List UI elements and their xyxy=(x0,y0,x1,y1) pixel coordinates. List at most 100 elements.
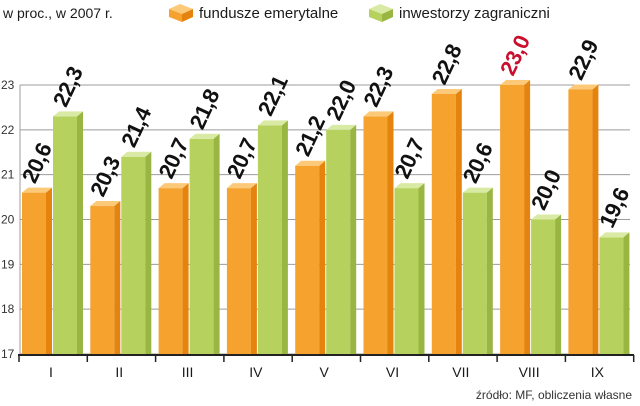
cube-side-face xyxy=(382,9,393,22)
cube-top-face xyxy=(369,4,393,14)
legend-label: fundusze emerytalne xyxy=(199,5,338,22)
bar-front-face xyxy=(462,192,487,354)
y-tick-label: 22 xyxy=(1,123,15,137)
data-label-fundusze-emerytalne-VIII: 23,0 xyxy=(495,31,535,79)
bar-inwestorzy-zagraniczni-VII xyxy=(462,187,493,354)
data-label-inwestorzy-zagraniczni-IX: 19,6 xyxy=(594,184,634,232)
x-category-label: V xyxy=(320,364,330,380)
cube-top-face xyxy=(169,4,193,14)
y-tick-label: 17 xyxy=(1,347,15,361)
bar-top-face xyxy=(568,84,599,90)
bar-inwestorzy-zagraniczni-VI xyxy=(394,183,425,354)
data-label-inwestorzy-zagraniczni-III: 21,8 xyxy=(184,85,224,133)
bar-front-face xyxy=(158,188,183,354)
data-label-fundusze-emerytalne-IX: 22,9 xyxy=(563,36,603,84)
x-category-label: VI xyxy=(386,364,399,380)
bar-fundusze-emerytalne-I xyxy=(22,187,52,354)
bar-top-face xyxy=(226,183,257,189)
bar-front-face xyxy=(257,125,282,354)
unit-label: w proc., w 2007 r. xyxy=(2,5,113,21)
y-axis-tick-labels: 17 18 19 20 21 22 23 xyxy=(1,78,15,361)
bar-fundusze-emerytalne-IX xyxy=(568,84,599,354)
legend: fundusze emerytalne inwestorzy zagranicz… xyxy=(169,4,550,22)
data-label-inwestorzy-zagraniczni-V: 22,0 xyxy=(321,76,361,124)
bar-inwestorzy-zagraniczni-IV xyxy=(257,120,288,354)
data-label-fundusze-emerytalne-V: 21,2 xyxy=(290,112,330,160)
bar-front-face xyxy=(394,188,419,354)
bar-inwestorzy-zagraniczni-IX xyxy=(599,232,630,354)
bar-top-face xyxy=(158,183,189,189)
bar-side-face xyxy=(455,88,462,354)
bar-side-face xyxy=(350,124,357,354)
bars xyxy=(22,80,630,354)
data-label-inwestorzy-zagraniczni-I: 22,3 xyxy=(48,63,88,111)
bar-side-face xyxy=(182,183,189,354)
bar-top-face xyxy=(599,232,630,238)
y-tick-label: 20 xyxy=(1,213,15,227)
bar-side-face xyxy=(114,201,121,354)
source-note: źródło: MF, obliczenia własne xyxy=(476,388,632,402)
bar-top-face xyxy=(121,151,152,157)
bar-side-face xyxy=(213,133,220,354)
orange-cube-icon xyxy=(169,4,193,22)
bar-inwestorzy-zagraniczni-I xyxy=(53,111,83,354)
bar-top-face xyxy=(326,124,357,130)
data-label-inwestorzy-zagraniczni-II: 21,4 xyxy=(116,102,156,151)
bar-fundusze-emerytalne-V xyxy=(295,160,326,354)
bar-top-face xyxy=(53,111,83,117)
legend-label: inwestorzy zagraniczni xyxy=(399,5,550,22)
bar-top-face xyxy=(22,187,52,193)
bar-front-face xyxy=(22,192,46,354)
bar-fundusze-emerytalne-IV xyxy=(226,183,257,354)
bar-side-face xyxy=(524,80,531,354)
bar-front-face xyxy=(326,129,351,354)
bar-front-face xyxy=(531,219,556,354)
cube-side-face xyxy=(182,9,193,22)
x-category-label: I xyxy=(49,364,53,380)
bar-inwestorzy-zagraniczni-II xyxy=(121,151,152,354)
data-label-inwestorzy-zagraniczni-VIII: 20,0 xyxy=(526,166,566,214)
bar-front-face xyxy=(295,165,320,354)
bar-side-face xyxy=(486,187,493,354)
bar-side-face xyxy=(77,111,83,354)
bar-fundusze-emerytalne-VI xyxy=(363,111,394,354)
data-label-fundusze-emerytalne-VI: 22,3 xyxy=(358,63,398,111)
y-tick-label: 23 xyxy=(1,78,15,92)
y-tick-label: 19 xyxy=(1,257,15,271)
bar-side-face xyxy=(623,232,630,354)
x-category-label: II xyxy=(115,364,123,380)
bar-front-face xyxy=(363,116,388,354)
bar-top-face xyxy=(500,80,531,85)
bar-front-face xyxy=(226,188,251,354)
bar-front-face xyxy=(121,156,146,354)
data-label-inwestorzy-zagraniczni-VII: 20,6 xyxy=(458,139,498,187)
data-label-fundusze-emerytalne-II: 20,3 xyxy=(85,152,125,200)
bar-side-face xyxy=(145,151,152,354)
x-category-label: III xyxy=(182,364,194,380)
bar-front-face xyxy=(53,116,77,354)
bar-fundusze-emerytalne-VII xyxy=(431,88,462,354)
bar-side-face xyxy=(250,183,257,354)
data-label-inwestorzy-zagraniczni-IV: 22,1 xyxy=(253,72,293,120)
bar-side-face xyxy=(281,120,288,354)
bar-fundusze-emerytalne-II xyxy=(90,201,121,354)
bar-front-face xyxy=(599,237,624,354)
x-axis-category-labels: I II III IV V VI VII VIII IX xyxy=(49,364,605,380)
bar-side-face xyxy=(418,183,425,354)
x-category-label: IX xyxy=(591,364,605,380)
bar-front-face xyxy=(568,89,593,354)
bar-top-face xyxy=(394,183,425,189)
bar-fundusze-emerytalne-VIII xyxy=(500,80,531,354)
y-tick-label: 18 xyxy=(1,302,15,316)
bar-inwestorzy-zagraniczni-VIII xyxy=(531,214,562,354)
bar-front-face xyxy=(431,93,456,354)
bar-side-face xyxy=(319,160,326,354)
bar-top-face xyxy=(431,88,462,94)
data-label-fundusze-emerytalne-VII: 22,8 xyxy=(427,40,467,88)
green-cube-icon xyxy=(369,4,393,22)
bar-side-face xyxy=(592,84,599,354)
cube-front-face xyxy=(169,9,182,22)
bar-top-face xyxy=(189,133,220,139)
